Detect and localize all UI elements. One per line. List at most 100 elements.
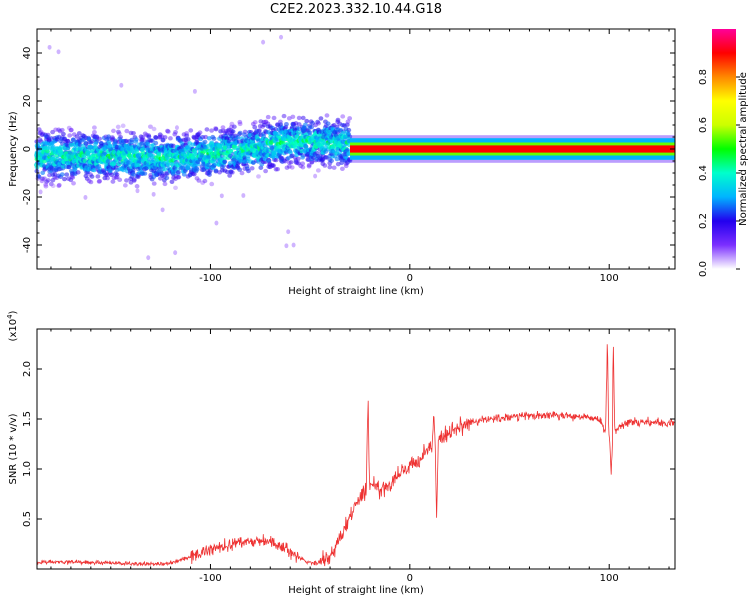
spectrogram-cell: [76, 131, 82, 136]
spectrogram-cell: [129, 137, 135, 143]
spectrogram-cell: [67, 133, 73, 138]
spectrogram-cell: [114, 172, 120, 177]
spectrogram-cell: [36, 127, 42, 132]
spectrogram-cell: [96, 179, 102, 184]
spectrogram-cell: [246, 168, 251, 174]
spectrogram-cell: [227, 173, 233, 178]
spectrogram-cell: [68, 127, 74, 133]
spectrogram-cell: [261, 122, 267, 128]
spectrogram-cell: [133, 137, 139, 142]
spectrogram-cell: [131, 177, 137, 182]
spectrogram-cell: [75, 170, 81, 175]
spectrogram-cell: [295, 130, 301, 135]
snr-y-ticks: 0.5 1.0 1.5 2.0: [22, 361, 675, 527]
y-tick-label: 0: [22, 146, 33, 152]
snr-y-axis-label: SNR (10 * v/v): [8, 413, 19, 484]
spectrogram-cell: [107, 144, 113, 149]
spectrogram-cell: [71, 137, 76, 143]
spectrogram-cell: [209, 181, 215, 187]
spectrogram-cell: [151, 126, 157, 132]
spectrogram-cell: [140, 134, 146, 140]
spectrogram-cell: [43, 184, 49, 189]
spectrogram-y-ticks: -40 -20 0 20 40: [22, 28, 675, 270]
spectrogram-cell: [237, 119, 243, 125]
spectrogram-cell: [300, 155, 305, 160]
spectrogram-cell: [61, 131, 66, 137]
spectrogram-cell: [56, 182, 62, 188]
spectrogram-cell: [300, 165, 306, 170]
spectrogram-cell: [300, 161, 306, 166]
x-tick-label: 0: [407, 273, 413, 284]
spectrogram-cell: [147, 124, 153, 129]
colorbar-ticks: 0.0 0.2 0.4 0.6 0.8: [698, 69, 740, 277]
spectrogram-x-ticks: -100 0 100: [50, 29, 670, 284]
spectrogram-cell: [346, 127, 352, 133]
spectrogram-cell: [230, 129, 236, 134]
spectrogram-cell: [165, 129, 171, 134]
spectrogram-cell: [52, 172, 58, 177]
spectrogram-cell: [118, 134, 124, 140]
spectrogram-marks: [33, 34, 675, 261]
spectrogram-cell: [157, 134, 163, 139]
spectrogram-cell: [265, 114, 271, 120]
spectrogram-cell: [286, 164, 292, 169]
spectrogram-cell: [286, 229, 291, 235]
spectrogram-cell: [219, 193, 224, 199]
spectrogram-cell: [83, 195, 88, 200]
spectrogram-cell: [273, 157, 279, 163]
spectrogram-cell: [106, 136, 111, 141]
spectrogram-cell: [120, 123, 126, 128]
spectrogram-cell: [296, 122, 302, 127]
spectrogram-cell: [234, 163, 240, 169]
y-tick-label: 2.0: [22, 361, 33, 377]
spectrogram-cell: [231, 124, 237, 129]
spectrogram-cell: [53, 127, 59, 132]
spectrogram-cell: [81, 153, 87, 159]
spectrogram-cell: [284, 122, 289, 127]
spectrogram-cell: [115, 124, 121, 130]
spectrogram-cell: [197, 130, 203, 135]
spectrogram-cell: [92, 125, 97, 130]
spectrogram-cell: [304, 118, 310, 124]
spectrogram-cell: [173, 185, 178, 191]
spectrogram-cell: [284, 165, 290, 170]
spectrogram-cell: [257, 123, 263, 129]
spectrogram-cell: [148, 124, 153, 129]
spectrogram-cell: [273, 167, 279, 172]
spectrogram-cell: [44, 149, 50, 154]
spectrogram-cell: [290, 114, 296, 120]
spectrogram-cell: [110, 179, 116, 184]
spectrogram-cell: [172, 132, 178, 137]
snr-x-ticks: -100 0 100: [50, 329, 670, 584]
spectrogram-cell: [52, 175, 58, 180]
spectrogram-cell: [237, 167, 243, 172]
spectrogram-cell: [173, 130, 178, 135]
spectrogram-cell: [257, 128, 262, 133]
spectrogram-cell: [64, 142, 70, 147]
spectrogram-cell: [279, 34, 284, 40]
spectrogram-cell: [151, 191, 156, 197]
y-tick-label: -40: [22, 237, 33, 253]
spectrogram-cell: [309, 160, 315, 165]
spectrogram-cell: [151, 181, 157, 186]
spectrogram-cell: [220, 128, 226, 133]
spectrogram-cell: [124, 128, 130, 134]
spectrogram-cell: [271, 115, 277, 121]
spectrogram-cell: [261, 39, 266, 45]
colorbar-tick-label: 0.8: [698, 69, 709, 85]
colorbar: 0.0 0.2 0.4 0.6 0.8 Normalized spectral ampl…: [698, 29, 749, 277]
x-tick-label: -100: [199, 573, 222, 584]
x-tick-label: 0: [407, 573, 413, 584]
spectrogram-cell: [37, 137, 43, 142]
y-tick-label: 1.5: [22, 411, 33, 427]
spectrogram-cell: [102, 175, 108, 181]
spectrogram-cell: [153, 140, 159, 146]
spectrogram-cell: [203, 134, 209, 140]
spectrogram-cell: [188, 128, 194, 133]
spectrogram-cell: [258, 165, 264, 170]
spectrogram-cell: [344, 122, 350, 127]
spectrogram-cell: [237, 130, 243, 136]
spectrogram-cell: [184, 133, 190, 138]
spectrogram-cell: [88, 179, 94, 185]
spectrogram-cell: [142, 171, 148, 176]
